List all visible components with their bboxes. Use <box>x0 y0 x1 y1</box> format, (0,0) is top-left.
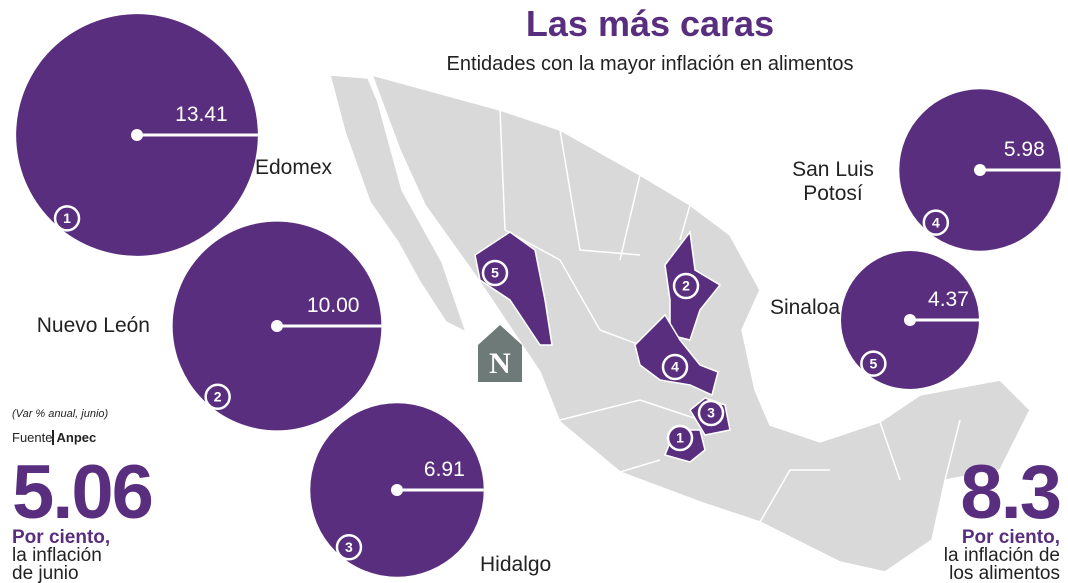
chart-title: Las más caras <box>526 3 774 44</box>
value-label: 6.91 <box>424 458 465 481</box>
category-label: Nuevo León <box>36 314 150 337</box>
leader-dot <box>271 320 283 332</box>
mexico-mainland <box>370 73 1031 573</box>
rank-badge-text: 5 <box>869 355 877 371</box>
chart-subtitle: Entidades con la mayor inflación en alim… <box>447 53 854 75</box>
map-badge <box>481 259 509 287</box>
logo-shape <box>478 325 522 382</box>
source-name: Anpec <box>52 430 97 445</box>
stat-text: la inflación de junio <box>12 545 102 583</box>
logo-text: N <box>489 347 511 380</box>
leader-dot <box>904 314 916 326</box>
stat-value: 8.3 <box>960 450 1062 535</box>
map-badge-text: 5 <box>491 265 499 281</box>
stat-text: la inflación de los alimentos <box>943 545 1060 583</box>
map-badge-text: 4 <box>671 359 679 375</box>
value-label: 13.41 <box>175 103 228 126</box>
source: Fuente Anpec <box>12 430 97 445</box>
logo: N <box>478 325 522 382</box>
stat-right: 8.3 Por ciento, la inflación de los alim… <box>860 450 1062 583</box>
map <box>329 73 1031 573</box>
note: (Var % anual, junio) <box>12 408 109 420</box>
leader-dot <box>974 164 986 176</box>
rank-badge-text: 3 <box>345 539 353 555</box>
map-badge <box>697 399 725 427</box>
value-label: 10.00 <box>307 294 360 317</box>
leader-dot <box>391 484 403 496</box>
source-label: Fuente <box>12 430 53 445</box>
map-badge <box>661 353 689 381</box>
rank-badge <box>335 534 363 561</box>
map-badge <box>666 424 694 452</box>
category-label: Sinaloa <box>769 296 840 319</box>
rank-badge-text: 2 <box>214 388 222 404</box>
rank-badge <box>204 383 231 410</box>
value-label: 5.98 <box>1004 138 1045 161</box>
stat-left: 5.06 Por ciento, la inflación de junio <box>12 450 192 583</box>
rank-badge <box>922 209 950 236</box>
rank-badge <box>53 205 81 232</box>
stat-value: 5.06 <box>12 450 154 535</box>
category-label: San Luis Potosí <box>792 158 874 205</box>
baja-california <box>329 74 468 334</box>
value-label: 4.37 <box>928 288 969 311</box>
stat-label: Por ciento, <box>961 527 1060 548</box>
state-borders <box>499 109 961 523</box>
stat-label: Por ciento, <box>12 527 111 548</box>
map-badge-text: 1 <box>676 430 684 446</box>
leader-dot <box>131 129 143 141</box>
map-badge <box>672 272 700 300</box>
rank-badge <box>860 350 887 377</box>
category-label: Hidalgo <box>480 553 552 576</box>
map-badge-text: 2 <box>682 278 690 294</box>
category-label: Edomex <box>255 156 333 179</box>
rank-badge-text: 1 <box>63 210 71 226</box>
map-badge-text: 3 <box>707 405 715 421</box>
rank-badge-text: 4 <box>932 214 940 230</box>
